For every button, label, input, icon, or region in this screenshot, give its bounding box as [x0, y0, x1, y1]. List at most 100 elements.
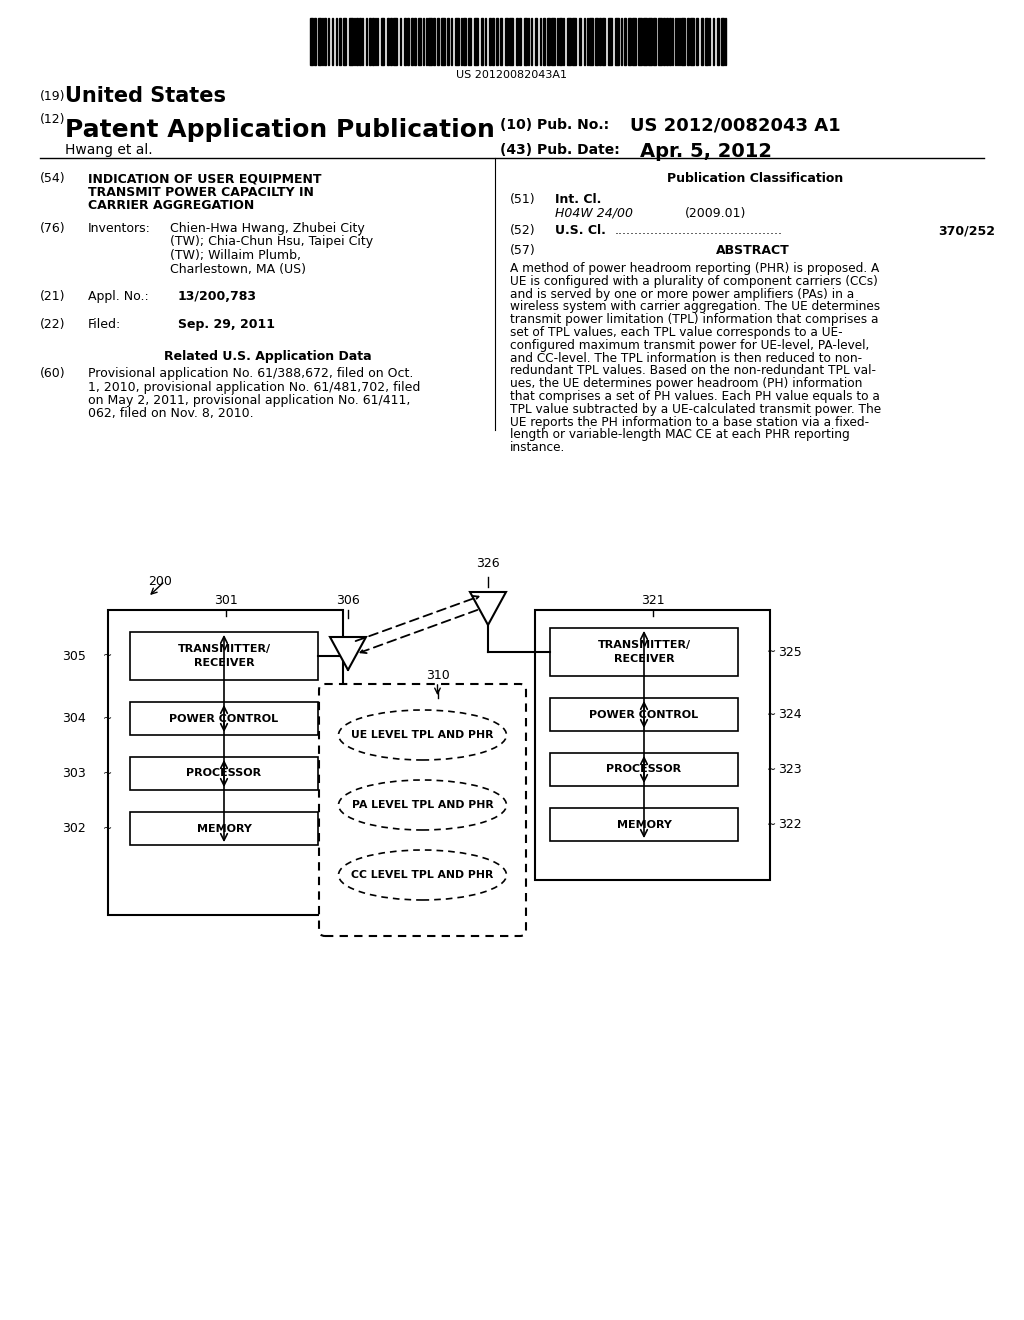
Bar — [418, 18, 421, 65]
Bar — [516, 18, 518, 65]
FancyBboxPatch shape — [319, 684, 526, 936]
Bar — [602, 18, 605, 65]
Text: MEMORY: MEMORY — [197, 824, 252, 833]
Text: 370/252: 370/252 — [938, 224, 995, 238]
Bar — [393, 18, 397, 65]
Text: (TW); Willaim Plumb,: (TW); Willaim Plumb, — [170, 249, 301, 261]
Bar — [547, 18, 550, 65]
Bar — [550, 752, 738, 785]
Bar — [543, 18, 545, 65]
Bar — [658, 18, 662, 65]
Text: (76): (76) — [40, 222, 66, 235]
Text: TRANSMIT POWER CAPACILTY IN: TRANSMIT POWER CAPACILTY IN — [88, 186, 314, 198]
Bar — [624, 18, 626, 65]
Text: wireless system with carrier aggregation. The UE determines: wireless system with carrier aggregation… — [510, 301, 880, 313]
Bar — [130, 812, 318, 845]
Text: ~: ~ — [767, 710, 776, 719]
Polygon shape — [470, 591, 506, 624]
Bar — [666, 18, 668, 65]
Bar — [509, 18, 513, 65]
Text: 301: 301 — [214, 594, 238, 607]
Bar — [589, 18, 593, 65]
Text: Inventors:: Inventors: — [88, 222, 151, 235]
Bar — [356, 18, 358, 65]
Bar — [318, 18, 321, 65]
Text: ABSTRACT: ABSTRACT — [716, 244, 790, 257]
Bar — [535, 610, 770, 880]
Text: (12): (12) — [40, 114, 66, 125]
Text: (19): (19) — [40, 90, 66, 103]
Text: PA LEVEL TPL AND PHR: PA LEVEL TPL AND PHR — [351, 800, 494, 810]
Text: 323: 323 — [778, 763, 802, 776]
Bar — [524, 18, 527, 65]
Text: (22): (22) — [40, 318, 66, 331]
Text: ~: ~ — [103, 824, 113, 833]
Text: (TW); Chia-Chun Hsu, Taipei City: (TW); Chia-Chun Hsu, Taipei City — [170, 235, 373, 248]
Bar — [721, 18, 724, 65]
Bar — [343, 18, 346, 65]
Ellipse shape — [339, 850, 507, 900]
Bar — [310, 18, 313, 65]
Bar — [474, 18, 478, 65]
Text: Int. Cl.: Int. Cl. — [555, 193, 601, 206]
Text: (57): (57) — [510, 244, 536, 257]
Text: 062, filed on Nov. 8, 2010.: 062, filed on Nov. 8, 2010. — [88, 408, 254, 421]
Bar — [579, 18, 581, 65]
Text: on May 2, 2011, provisional application No. 61/411,: on May 2, 2011, provisional application … — [88, 393, 411, 407]
Bar — [455, 18, 459, 65]
Bar — [550, 808, 738, 841]
Bar — [390, 18, 392, 65]
Bar — [669, 18, 671, 65]
Text: ~: ~ — [767, 820, 776, 829]
Bar — [550, 698, 738, 731]
Bar — [481, 18, 483, 65]
Bar — [404, 18, 406, 65]
Text: H04W 24/00: H04W 24/00 — [555, 206, 633, 219]
Bar — [681, 18, 685, 65]
Text: CC LEVEL TPL AND PHR: CC LEVEL TPL AND PHR — [351, 870, 494, 880]
Bar — [130, 756, 318, 789]
Text: 322: 322 — [778, 818, 802, 832]
Text: ~: ~ — [767, 764, 776, 775]
Bar — [628, 18, 631, 65]
Bar — [608, 18, 612, 65]
Bar — [369, 18, 371, 65]
Text: (60): (60) — [40, 367, 66, 380]
Text: TRANSMITTER/
RECEIVER: TRANSMITTER/ RECEIVER — [597, 640, 690, 664]
Bar — [690, 18, 694, 65]
Text: ~: ~ — [103, 768, 113, 779]
Text: 13/200,783: 13/200,783 — [178, 290, 257, 304]
Bar — [372, 18, 374, 65]
Text: 326: 326 — [476, 557, 500, 570]
Ellipse shape — [339, 710, 507, 760]
Bar — [324, 18, 326, 65]
Bar — [648, 18, 652, 65]
Bar — [717, 18, 719, 65]
Bar — [653, 18, 656, 65]
Text: that comprises a set of PH values. Each PH value equals to a: that comprises a set of PH values. Each … — [510, 389, 880, 403]
Text: ~: ~ — [103, 714, 113, 723]
Text: and is served by one or more power amplifiers (PAs) in a: and is served by one or more power ampli… — [510, 288, 854, 301]
Bar — [505, 18, 508, 65]
Bar — [339, 18, 341, 65]
Bar — [359, 18, 361, 65]
Text: set of TPL values, each TPL value corresponds to a UE-: set of TPL values, each TPL value corres… — [510, 326, 843, 339]
Text: 302: 302 — [62, 822, 86, 836]
Text: 200: 200 — [148, 576, 172, 587]
Text: 325: 325 — [778, 645, 802, 659]
Bar — [519, 18, 521, 65]
Text: Hwang et al.: Hwang et al. — [65, 143, 153, 157]
Bar — [551, 18, 555, 65]
Text: (2009.01): (2009.01) — [685, 206, 746, 219]
Bar — [550, 628, 738, 676]
Bar — [500, 18, 502, 65]
Bar — [447, 18, 449, 65]
Bar — [349, 18, 353, 65]
Bar — [599, 18, 601, 65]
Text: Provisional application No. 61/388,672, filed on Oct.: Provisional application No. 61/388,672, … — [88, 367, 414, 380]
Text: (21): (21) — [40, 290, 66, 304]
Text: (52): (52) — [510, 224, 536, 238]
Bar — [489, 18, 490, 65]
Text: Chien-Hwa Hwang, Zhubei City: Chien-Hwa Hwang, Zhubei City — [170, 222, 365, 235]
Bar — [705, 18, 708, 65]
